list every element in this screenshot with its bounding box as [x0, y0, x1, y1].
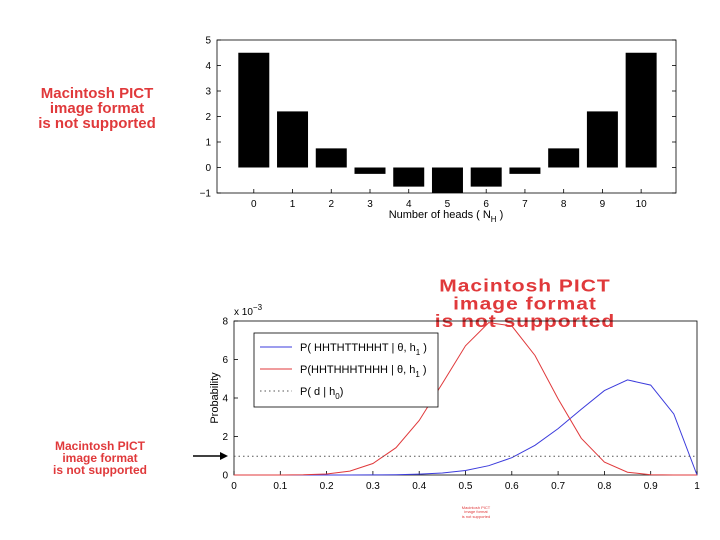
line-y-scale-label: x 10−3	[234, 303, 263, 318]
line-y-tick-label: 8	[222, 317, 228, 328]
bar-x-tick-label: 9	[600, 199, 606, 210]
line-x-tick-label: 0.9	[644, 481, 658, 492]
line-x-tick-label: 0.3	[366, 481, 380, 492]
line-x-tick-label: 0.7	[551, 481, 565, 492]
bar-y-tick-label: −1	[200, 189, 212, 200]
bar-2	[315, 148, 347, 168]
series-line-2	[234, 322, 697, 476]
line-x-tick-label: 0	[231, 481, 237, 492]
bar-4	[393, 167, 425, 187]
line-y-tick-label: 2	[222, 432, 228, 443]
line-x-tick-label: 0.8	[597, 481, 611, 492]
line-y-tick-label: 4	[222, 394, 228, 405]
legend-label-1: P( HHTHTTHHHT | θ, h1 )	[300, 342, 427, 357]
bar-x-tick-label: 7	[522, 199, 528, 210]
line-x-tick-label: 1	[694, 481, 700, 492]
legend-label-2: P(HHTHHHTHHH | θ, h1 )	[300, 364, 427, 379]
bar-7	[509, 167, 541, 174]
bar-x-tick-label: 1	[290, 199, 296, 210]
line-x-tick-label: 0.2	[320, 481, 334, 492]
bar-8	[548, 148, 580, 168]
bar-1	[277, 111, 309, 168]
bar-x-tick-label: 0	[251, 199, 257, 210]
bar-y-tick-label: 4	[205, 61, 211, 72]
line-y-tick-label: 0	[222, 471, 228, 482]
bar-y-tick-label: 0	[205, 163, 211, 174]
bar-x-tick-label: 2	[328, 199, 334, 210]
bar-y-tick-label: 2	[205, 112, 211, 123]
pict-placeholder-left-top: Macintosh PICT image format is not suppo…	[38, 85, 156, 132]
bar-6	[470, 167, 502, 187]
bar-x-axis-title: Number of heads ( NH )	[389, 209, 504, 224]
bar-x-tick-label: 4	[406, 199, 412, 210]
pict-placeholder-left-bottom: Macintosh PICT image format is not suppo…	[53, 439, 147, 477]
line-x-tick-label: 0.4	[412, 481, 426, 492]
pict-placeholder-right: Macintosh PICT image format is not suppo…	[434, 276, 616, 332]
bar-10	[625, 52, 657, 168]
line-x-tick-label: 0.6	[505, 481, 519, 492]
bar-x-tick-label: 3	[367, 199, 373, 210]
legend-box	[253, 332, 439, 408]
line-x-tick-label: 0.5	[459, 481, 473, 492]
legend-label-3: P( d | h0)	[300, 386, 343, 401]
line-y-tick-label: 6	[222, 355, 228, 366]
bar-5	[431, 167, 463, 193]
bar-9	[586, 111, 618, 168]
line-y-axis-title: Probability	[209, 372, 221, 424]
bar-x-tick-label: 10	[636, 199, 648, 210]
annotation-arrow-head	[220, 452, 228, 460]
bar-y-tick-label: 3	[205, 87, 211, 98]
bar-x-tick-label: 6	[483, 199, 489, 210]
bar-3	[354, 167, 386, 174]
bar-x-tick-label: 8	[561, 199, 567, 210]
line-x-tick-label: 0.1	[273, 481, 287, 492]
bar-y-tick-label: 5	[205, 36, 211, 47]
bar-0	[238, 52, 270, 168]
pict-placeholder-small: Macintosh PICT image format is not suppo…	[461, 505, 491, 519]
bar-y-tick-label: 1	[205, 138, 211, 149]
bar-x-tick-label: 5	[445, 199, 451, 210]
